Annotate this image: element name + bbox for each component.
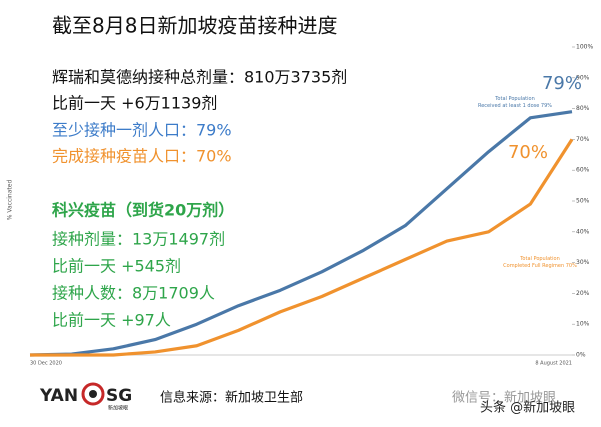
annotation: 接种人数：8万1709人 xyxy=(52,284,215,303)
y-tick-label: 90% xyxy=(576,74,590,81)
logo-icon xyxy=(89,390,97,398)
logo-icon xyxy=(81,382,105,406)
x-tick-label: 30 Dec 2020 xyxy=(30,361,62,367)
y-tick-label: 20% xyxy=(576,290,590,297)
y-tick-label: 0% xyxy=(576,352,586,359)
end-label: 79% xyxy=(542,73,582,94)
annotation: 完成接种疫苗人口：70% xyxy=(52,147,232,166)
x-tick-label: 8 August 2021 xyxy=(535,361,572,367)
annotation: 比前一天 +6万1139剂 xyxy=(52,94,217,113)
chart-title: 截至8月8日新加坡疫苗接种进度 xyxy=(52,14,337,38)
y-tick-label: 60% xyxy=(576,167,590,174)
line-series xyxy=(30,138,574,357)
line-series xyxy=(29,110,573,357)
legend-label: Total Population Completed Full Regimen 7… xyxy=(503,256,577,269)
y-tick-label: 80% xyxy=(576,105,590,112)
logo-sub: 新加坡眼 xyxy=(108,405,128,412)
y-tick-label: 70% xyxy=(576,136,590,143)
watermark: 微信号：新加坡眼 xyxy=(452,390,556,406)
legend-label: Total Population Received at least 1 dose… xyxy=(478,96,552,109)
annotation: 接种剂量：13万1497剂 xyxy=(52,230,225,249)
annotation: 辉瑞和莫德纳接种总剂量：810万3735剂 xyxy=(52,68,347,87)
annotation: 至少接种一剂人口：79% xyxy=(52,121,232,140)
end-label: 70% xyxy=(508,142,548,163)
y-tick-label: 30% xyxy=(576,259,590,266)
source: 信息来源：新加坡卫生部 xyxy=(160,390,303,406)
y-tick-label: 50% xyxy=(576,198,590,205)
y-tick-label: 100% xyxy=(576,44,593,51)
y-tick-label: 40% xyxy=(576,228,590,235)
annotation: 比前一天 +545剂 xyxy=(52,257,181,276)
y-tick-label: 10% xyxy=(576,321,590,328)
logo-text: YAN xyxy=(39,386,78,406)
annotation: 科兴疫苗（到货20万剂） xyxy=(52,201,234,220)
logo: YAN SG 新加坡眼 xyxy=(39,382,132,412)
logo-text: SG xyxy=(106,386,132,406)
y-axis-label: % Vaccinated xyxy=(7,180,14,221)
annotation: 比前一天 +97人 xyxy=(52,311,171,330)
watermark: 头条 @新加坡眼 xyxy=(480,400,575,416)
